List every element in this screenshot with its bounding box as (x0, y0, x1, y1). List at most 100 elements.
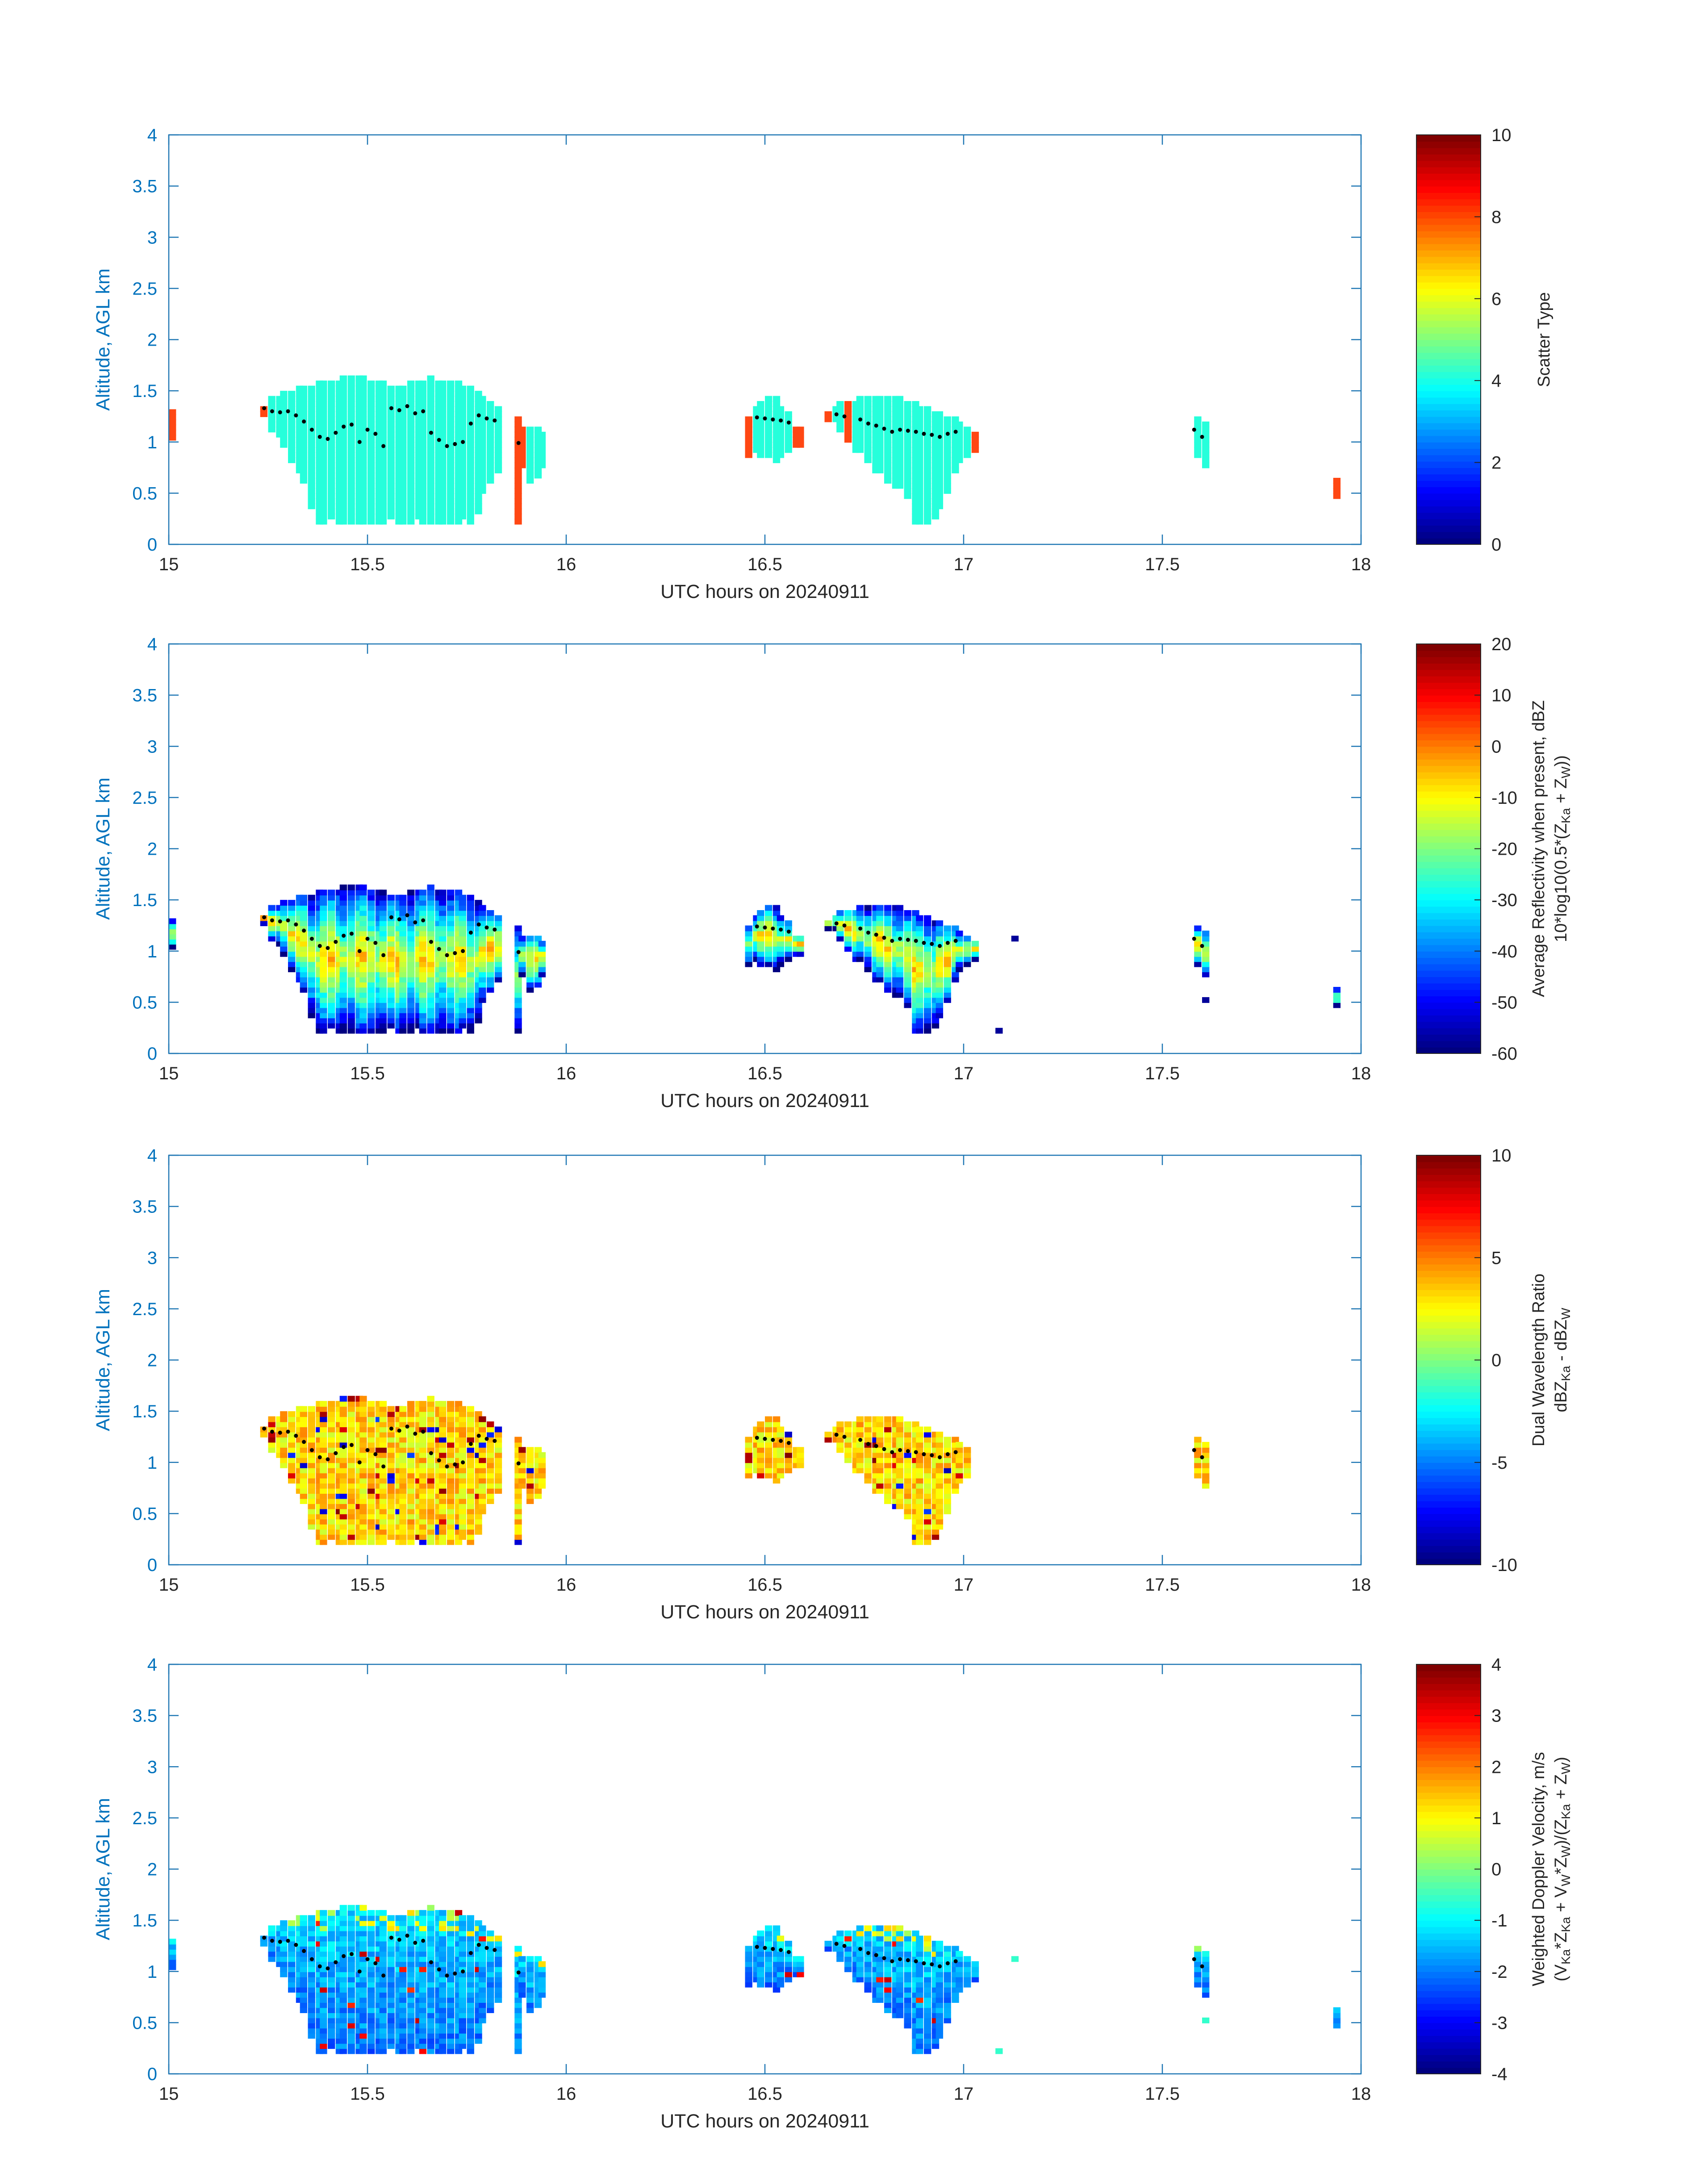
data-cell (916, 483, 923, 489)
data-cell (379, 2043, 387, 2049)
data-cell (916, 457, 923, 464)
data-cell (439, 457, 447, 464)
data-cell (757, 1421, 764, 1428)
data-cell (367, 477, 375, 484)
data-cell (526, 1498, 534, 1504)
data-cell (904, 997, 911, 1003)
data-cell (447, 426, 455, 433)
data-cell (347, 1431, 355, 1437)
data-cell (347, 946, 355, 952)
data-cell (320, 1503, 327, 1509)
data-cell (479, 452, 486, 458)
data-cell (300, 905, 308, 911)
data-cell (367, 1518, 375, 1525)
data-cell (785, 956, 792, 962)
data-dot (866, 930, 870, 935)
colorbar-step (1416, 499, 1481, 507)
data-cell (447, 936, 455, 942)
data-cell (328, 447, 335, 453)
data-cell (447, 986, 455, 993)
data-cell (280, 401, 288, 407)
data-cell (916, 472, 923, 479)
data-cell (459, 1421, 467, 1428)
data-cell (777, 1447, 785, 1453)
data-cell (387, 1925, 395, 1931)
data-cell (447, 1503, 455, 1509)
data-cell (379, 1910, 387, 1916)
colorbar-step (1416, 714, 1481, 721)
colorbar-step (1416, 1238, 1481, 1245)
data-cell (300, 1447, 308, 1453)
colorbar-tick-label: -10 (1491, 788, 1517, 808)
data-cell (387, 1946, 395, 1952)
data-cell (514, 472, 522, 479)
data-cell (320, 462, 327, 468)
data-cell (367, 1023, 375, 1029)
data-cell (419, 380, 427, 387)
colorbar-step (1416, 1539, 1481, 1546)
data-cell (169, 409, 176, 415)
data-cell (538, 946, 546, 952)
data-cell (419, 411, 427, 417)
data-cell (534, 1488, 542, 1494)
data-cell (339, 483, 347, 489)
data-cell (339, 401, 347, 407)
data-cell (526, 437, 534, 443)
data-cell (487, 431, 494, 438)
data-cell (439, 1007, 447, 1013)
data-cell (347, 1925, 355, 1931)
data-cell (526, 951, 534, 957)
data-cell (367, 2017, 375, 2023)
data-cell (427, 1524, 434, 1530)
data-cell (1194, 946, 1202, 952)
data-cell (387, 1930, 395, 1937)
data-cell (916, 477, 923, 484)
data-cell (339, 936, 347, 942)
data-cell (359, 1462, 367, 1468)
data-cell (399, 966, 407, 973)
data-cell (407, 986, 415, 993)
data-cell (308, 1472, 315, 1479)
data-cell (765, 1467, 773, 1474)
data-cell (459, 1472, 467, 1479)
data-cell (308, 1406, 315, 1412)
data-cell (308, 2027, 315, 2034)
data-cell (407, 1529, 415, 1535)
data-cell (169, 430, 176, 436)
data-dot (484, 925, 489, 930)
data-cell (944, 462, 951, 468)
data-cell (765, 961, 773, 967)
data-cell (935, 997, 944, 1003)
data-cell (399, 493, 407, 499)
data-cell (467, 416, 474, 422)
data-cell (924, 421, 931, 427)
data-cell (359, 1524, 367, 1530)
data-cell (300, 971, 308, 978)
data-cell (288, 1457, 296, 1463)
data-cell (328, 894, 335, 901)
colorbar-step (1416, 1232, 1481, 1239)
data-cell (328, 1951, 335, 1957)
data-cell (944, 488, 951, 494)
data-cell (924, 1529, 931, 1535)
data-cell (487, 411, 494, 417)
data-cell (367, 1416, 375, 1422)
data-cell (328, 1007, 335, 1013)
data-cell (757, 426, 764, 433)
data-cell (935, 1478, 944, 1484)
data-cell (924, 1478, 931, 1484)
data-cell (467, 1472, 474, 1479)
data-cell (379, 1508, 387, 1514)
data-cell (300, 391, 308, 397)
data-cell (367, 905, 375, 911)
colorbar-step (1416, 180, 1481, 187)
data-cell (797, 936, 804, 942)
data-cell (447, 472, 455, 479)
data-cell (479, 1416, 486, 1422)
data-cell (288, 920, 296, 926)
data-cell (379, 1997, 387, 2003)
data-cell (475, 391, 482, 397)
data-cell (308, 982, 315, 988)
data-cell (935, 1518, 944, 1525)
data-cell (864, 442, 872, 448)
